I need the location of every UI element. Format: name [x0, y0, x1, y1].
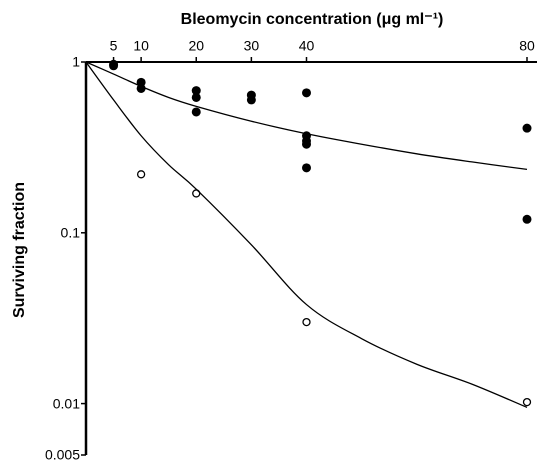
data-point — [302, 88, 311, 98]
data-point — [302, 317, 311, 327]
fit-curve — [85, 61, 528, 408]
data-point — [109, 61, 119, 71]
data-point — [136, 170, 146, 179]
x-tick-label: 40 — [299, 38, 315, 54]
y-tick-label: 0.1 — [61, 224, 81, 240]
x-tick-label: 80 — [519, 38, 535, 54]
fit-curve — [85, 61, 528, 171]
x-tick-label: 10 — [133, 38, 149, 54]
data-point — [302, 163, 311, 173]
data-point — [522, 123, 532, 133]
data-point — [136, 83, 146, 93]
y-axis-label: Surviving fraction — [11, 182, 28, 318]
chart-title: Bleomycin concentration (μg ml⁻¹) — [181, 11, 444, 28]
x-tick-label: 30 — [244, 38, 260, 54]
y-tick-label: 0.005 — [45, 447, 80, 463]
x-tick-label: 5 — [110, 38, 118, 54]
data-point — [191, 86, 201, 96]
y-tick-label: 1 — [72, 54, 80, 70]
data-point — [191, 92, 201, 102]
data-point — [302, 139, 311, 149]
data-point — [522, 214, 532, 224]
data-point — [246, 95, 256, 105]
x-tick-label: 20 — [188, 38, 204, 54]
data-point — [191, 107, 201, 117]
data-point — [522, 397, 532, 407]
y-tick-label: 0.01 — [53, 395, 80, 411]
